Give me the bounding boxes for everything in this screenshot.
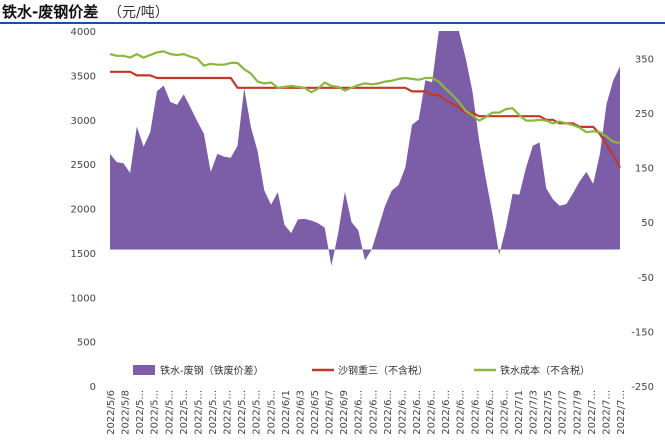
left-tick-label: 2500 (71, 160, 96, 171)
x-tick-label: 2022/7/5 (543, 390, 554, 435)
x-tick-label: 2022/7/7 (558, 390, 569, 435)
title-bar: 铁水-废钢价差 （元/吨） (0, 0, 665, 24)
x-tick-label: 2022/6... (470, 390, 481, 435)
x-tick-label: 2022/6/9 (339, 390, 350, 435)
x-tick-label: 2022/5... (179, 390, 190, 435)
legend-label-shagang: 沙钢重三（不含税） (338, 364, 428, 377)
x-tick-label: 2022/5... (266, 390, 277, 435)
legend-swatch-area (133, 365, 155, 375)
left-tick-label: 1500 (71, 249, 96, 260)
x-tick-label: 2022/5... (223, 390, 234, 435)
x-tick-label: 2022/7/9 (572, 390, 583, 435)
left-tick-label: 3000 (71, 116, 96, 127)
legend-label-area: 铁水-废钢（铁废价差） (160, 364, 264, 377)
x-tick-label: 2022/7/1 (514, 390, 525, 435)
x-tick-label: 2022/6... (383, 390, 394, 435)
x-tick-label: 2022/5/8 (121, 390, 132, 435)
x-tick-label: 2022/6... (397, 390, 408, 435)
x-tick-label: 2022/7... (587, 390, 598, 435)
left-tick-label: 500 (77, 338, 96, 349)
x-tick-label: 2022/6/5 (310, 390, 321, 435)
x-tick-label: 2022/7... (601, 390, 612, 435)
right-tick-label: 150 (635, 164, 654, 175)
x-tick-label: 2022/6... (368, 390, 379, 435)
right-tick-label: -150 (631, 327, 654, 338)
x-tick-label: 2022/5... (193, 390, 204, 435)
legend-label-hot-metal: 铁水成本（不含税） (500, 364, 590, 377)
x-tick-label: 2022/5... (164, 390, 175, 435)
x-tick-label: 2022/5... (252, 390, 263, 435)
left-tick-label: 4000 (71, 27, 96, 38)
right-tick-label: 50 (641, 218, 654, 229)
x-tick-label: 2022/6/1 (281, 390, 292, 435)
x-tick-label: 2022/5... (208, 390, 219, 435)
line-shagang-scrap (110, 70, 621, 169)
right-tick-label: -250 (631, 382, 654, 393)
left-tick-label: 0 (90, 382, 96, 393)
right-tick-label: 350 (635, 54, 654, 65)
x-tick-label: 2022/6/3 (295, 390, 306, 435)
x-tick-label: 2022/6... (441, 390, 452, 435)
chart-title-unit: （元/吨） (108, 5, 169, 21)
left-tick-label: 3500 (71, 71, 96, 82)
x-tick-label: 2022/7/3 (529, 390, 540, 435)
x-tick-label: 2022/6/7 (325, 390, 336, 435)
x-tick-label: 2022/6... (354, 390, 365, 435)
x-tick-label: 2022/6... (456, 390, 467, 435)
x-tick-label: 2022/5... (150, 390, 161, 435)
left-tick-label: 2000 (71, 205, 96, 216)
x-tick-label: 2022/6... (499, 390, 510, 435)
area-spread (110, 31, 620, 266)
x-tick-label: 2022/6... (412, 390, 423, 435)
x-tick-label: 2022/6... (485, 390, 496, 435)
x-tick-label: 2022/5/6 (106, 390, 117, 435)
x-tick-label: 2022/7... (616, 390, 627, 435)
x-tick-label: 2022/5... (237, 390, 248, 435)
right-tick-label: -50 (638, 273, 654, 284)
right-tick-label: 250 (635, 109, 654, 120)
chart-title: 铁水-废钢价差 (2, 3, 99, 21)
left-tick-label: 1000 (71, 293, 96, 304)
x-tick-label: 2022/5... (135, 390, 146, 435)
x-tick-label: 2022/6... (427, 390, 438, 435)
line-hot-metal-cost (109, 50, 621, 144)
